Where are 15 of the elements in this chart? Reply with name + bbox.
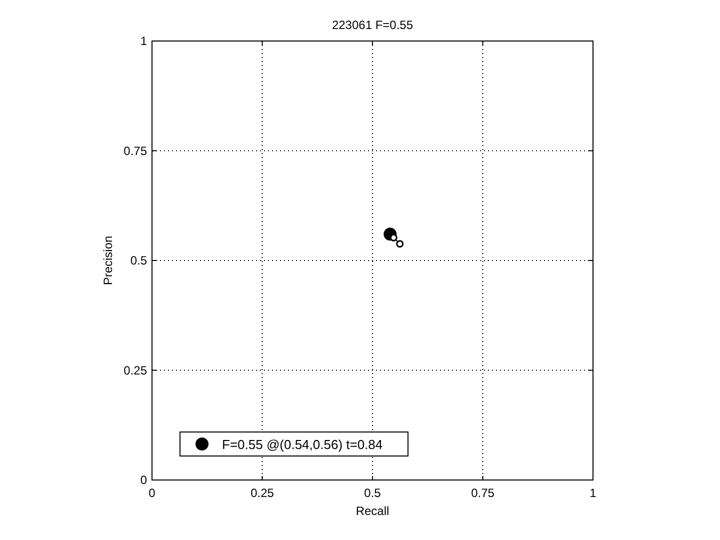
legend-label: F=0.55 @(0.54,0.56) t=0.84 [222,437,383,452]
x-tick-label: 0.25 [250,486,274,500]
y-tick-label: 1 [140,34,148,48]
chart-title: 223061 F=0.55 [332,18,414,32]
x-tick-label: 0.75 [471,486,495,500]
x-tick-label: 0 [148,486,156,500]
x-tick-label: 1 [590,486,597,500]
x-axis-title: Recall [356,504,390,518]
y-tick-label: 0.25 [124,363,148,378]
y-axis-title: Precision [101,236,115,286]
point [396,240,404,248]
x-tick-label: 0.5 [364,486,382,500]
y-tick-label: 0 [140,473,148,487]
y-tick-label: 0.5 [130,254,148,268]
y-tick-label: 0.75 [124,144,148,158]
